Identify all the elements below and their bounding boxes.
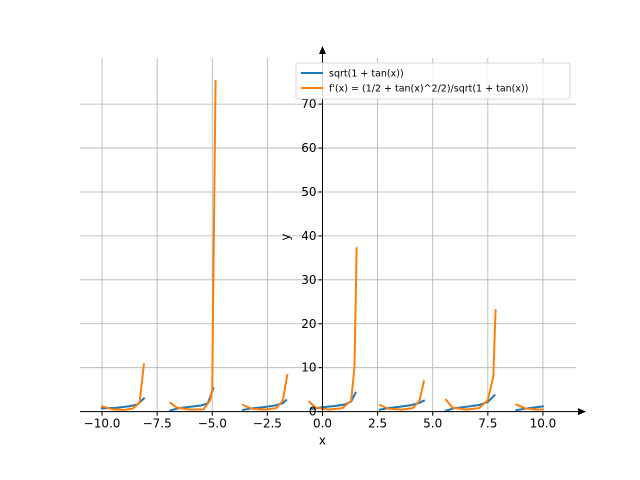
y-axis-arrow — [318, 46, 326, 54]
series-1-segment-2 — [241, 373, 289, 411]
series-0-segment-6 — [515, 405, 545, 412]
x-tick-label: 5.0 — [423, 417, 442, 431]
x-tick-label: −5.0 — [198, 417, 227, 431]
grid — [80, 58, 576, 416]
y-axis-label: y — [278, 233, 292, 240]
series-1-segment-3 — [307, 247, 358, 411]
y-tick-label: 60 — [301, 141, 316, 155]
legend-frame — [295, 62, 571, 100]
series-1-segment-1 — [168, 79, 217, 411]
y-tick-label: 10 — [301, 361, 316, 375]
series-1-segment-4 — [378, 380, 426, 411]
legend-label-1: f'(x) = (1/2 + tan(x)^2/2)/sqrt(1 + tan(… — [329, 84, 528, 95]
series-1-segment-0 — [100, 363, 146, 411]
y-tick-label: 30 — [301, 273, 316, 287]
x-tick-label: 10.0 — [530, 417, 557, 431]
y-tick-label: 50 — [301, 185, 316, 199]
x-tick-label: 0.0 — [313, 417, 332, 431]
legend: sqrt(1 + tan(x)) f'(x) = (1/2 + tan(x)^2/… — [295, 62, 571, 100]
series-1-segment-6 — [515, 403, 544, 411]
series-layer — [100, 79, 545, 412]
x-axis-label: x — [319, 434, 326, 448]
axes — [80, 46, 586, 416]
y-tick-label: 70 — [301, 97, 316, 111]
x-tick-label: 2.5 — [368, 417, 387, 431]
series-1-segment-5 — [444, 309, 497, 411]
x-axis-arrow — [578, 408, 586, 416]
y-tick-label: 40 — [301, 229, 316, 243]
y-tick-label: 0 — [309, 405, 317, 419]
tick-labels: −10.0 −7.5 −5.0 −2.5 0.0 2.5 5.0 7.5 10.0 0 10 20 30… — [84, 97, 557, 430]
x-tick-label: 7.5 — [478, 417, 497, 431]
x-tick-label: −10.0 — [84, 417, 121, 431]
x-tick-label: −2.5 — [253, 417, 282, 431]
x-tick-label: −7.5 — [143, 417, 172, 431]
y-tick-label: 20 — [301, 317, 316, 331]
series-0-segment-3 — [310, 391, 357, 411]
legend-label-0: sqrt(1 + tan(x)) — [329, 69, 404, 80]
